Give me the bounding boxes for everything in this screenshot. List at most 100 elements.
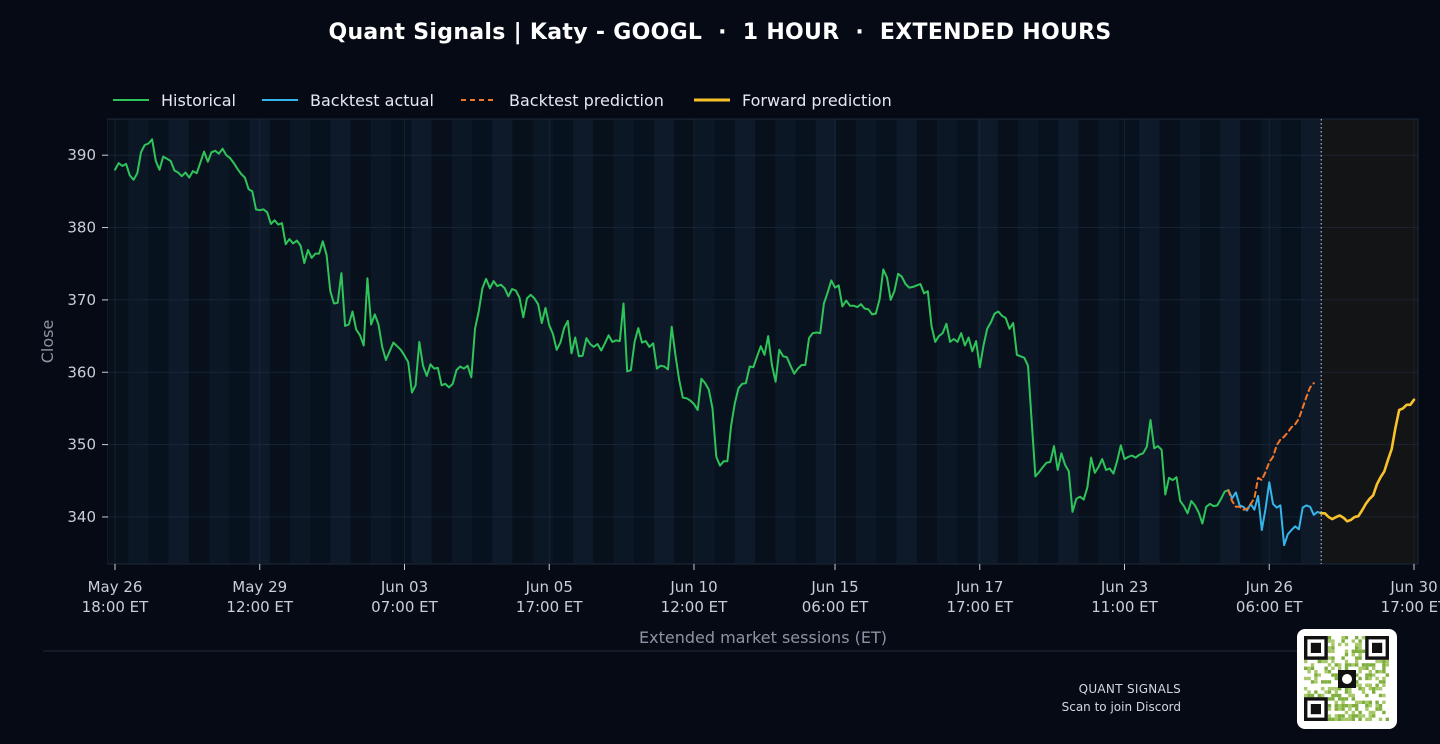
x-tick-label-date: May 29 [232,578,287,596]
qr-module [1338,697,1342,701]
qr-module [1375,687,1379,691]
x-axis-label: Extended market sessions (ET) [639,628,887,647]
qr-module [1344,642,1349,647]
qr-module [1321,687,1325,691]
qr-module [1361,636,1366,640]
qr-module [1365,676,1369,681]
qr-module [1338,707,1342,711]
qr-module [1382,663,1386,667]
qr-module [1368,700,1372,704]
qr-module [1348,693,1352,698]
qr-module [1341,714,1345,718]
qr-module [1341,717,1345,721]
qr-module [1344,666,1349,670]
y-tick-label: 350 [67,436,96,454]
session-band [391,120,412,563]
qr-module [1348,663,1352,667]
session-band [1240,120,1262,563]
qr-module [1355,683,1359,687]
qr-module [1331,717,1335,721]
qr-module [1344,717,1349,721]
qr-module [1304,666,1308,670]
qr-module [1338,687,1342,691]
qr-module [1368,676,1372,681]
session-band [1260,120,1282,563]
session-band [734,120,756,563]
chart-title: Quant Signals | Katy - GOOGL · 1 HOUR · … [328,20,1112,45]
qr-module [1355,659,1359,664]
x-tick-label-time: 12:00 ET [661,598,728,616]
qr-module [1378,680,1383,684]
session-band [714,120,736,563]
qr-module [1331,687,1335,691]
qr-module [1385,659,1389,664]
qr-module [1372,663,1376,667]
qr-module [1368,663,1372,667]
qr-module [1327,636,1332,640]
x-tick-label-date: Jun 30 [1389,578,1437,596]
qr-module [1327,649,1332,653]
qr-module [1304,693,1308,698]
legend-label: Historical [161,91,236,110]
qr-logo-mark [1342,674,1352,684]
qr-module [1341,697,1345,701]
qr-code-icon[interactable] [1297,629,1397,729]
session-band [694,120,716,563]
qr-module [1310,680,1315,684]
x-tick-label-time: 17:00 ET [946,598,1013,616]
x-tick-label-date: Jun 26 [1245,578,1293,596]
x-tick-label-time: 06:00 ET [1236,598,1303,616]
session-band [1058,120,1080,563]
qr-module [1348,714,1352,718]
qr-module [1338,714,1342,718]
qr-module [1382,680,1386,684]
x-tick-label-date: Jun 23 [1100,578,1148,596]
qr-module [1355,704,1359,708]
session-band [856,120,877,563]
session-band [350,120,372,563]
qr-module [1385,663,1389,667]
qr-module [1334,690,1338,694]
qr-module [1375,659,1379,664]
qr-module [1355,649,1359,653]
qr-module [1321,680,1325,684]
session-band [148,120,170,563]
qr-module [1365,666,1369,670]
qr-module [1365,704,1369,708]
x-tick-label-time: 06:00 ET [802,598,869,616]
qr-module [1344,690,1349,694]
qr-module [1368,714,1372,718]
qr-module [1314,676,1318,681]
session-band [128,120,149,563]
qr-module [1351,717,1355,721]
qr-module [1331,693,1335,698]
session-band [1078,120,1100,563]
qr-module [1351,714,1355,718]
qr-module [1385,673,1389,677]
session-band [977,120,999,563]
qr-module [1334,717,1338,721]
plot-background [107,118,1419,565]
qr-module [1338,704,1342,708]
session-band [310,120,331,563]
qr-module [1334,693,1338,698]
qr-module [1372,666,1376,670]
x-tick-label-date: Jun 17 [955,578,1003,596]
qr-module [1365,673,1369,677]
qr-module [1378,659,1383,664]
qr-module [1375,670,1379,674]
x-tick-label-time: 11:00 ET [1091,598,1158,616]
qr-module [1327,680,1332,684]
session-band [775,120,796,563]
qr-module [1327,697,1332,701]
qr-module [1327,663,1332,667]
session-band [209,120,230,563]
qr-module [1355,673,1359,677]
x-tick-label-date: May 26 [88,578,143,596]
qr-module [1372,690,1376,694]
y-axis-label: Close [38,320,57,364]
qr-module [1344,653,1349,657]
qr-module [1361,714,1366,718]
session-band [1199,120,1221,563]
y-tick-label: 370 [67,291,96,309]
